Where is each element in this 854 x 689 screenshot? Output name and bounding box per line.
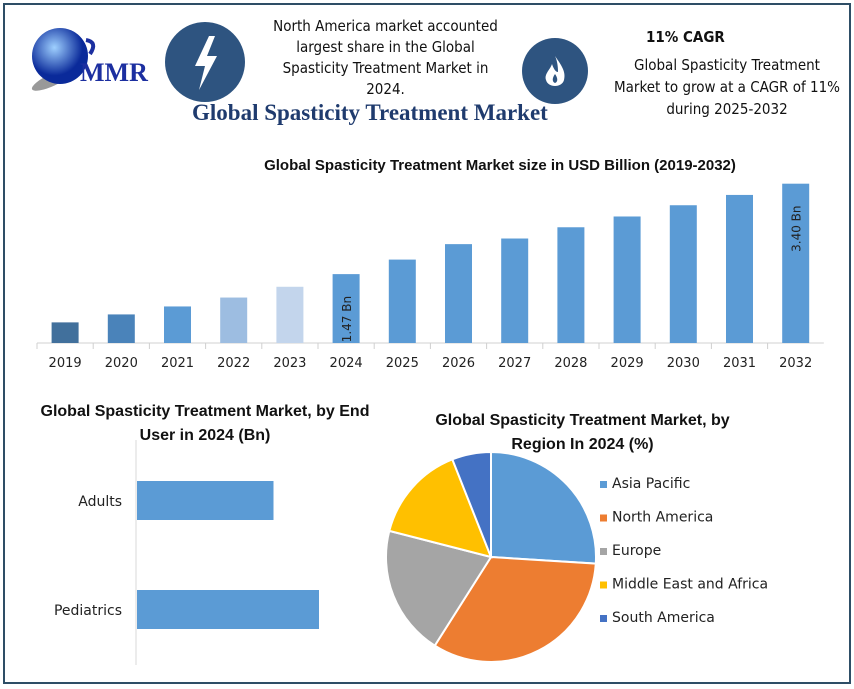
market-size-chart-title: Global Spasticity Treatment Market size … [264, 157, 736, 174]
page-title: Global Spasticity Treatment Market [192, 100, 548, 125]
x-tick-label: 2021 [161, 356, 194, 371]
lightning-icon [165, 22, 245, 102]
data-label: 3.40 Bn [790, 205, 804, 251]
legend-label: South America [612, 610, 715, 626]
bar-2022 [220, 297, 248, 343]
bar-adults [137, 481, 274, 520]
bar-2019 [51, 322, 79, 343]
mmr-logo: MMR [28, 24, 158, 94]
market-size-bar-chart: 2019 2020 2021 2022 2023 2024 1.47 Bn 2025 2026 2… [36, 183, 824, 371]
legend-label: Europe [612, 543, 661, 559]
cagr-note: Global Spasticity Treatment Market to gr… [614, 56, 840, 118]
legend-swatch [600, 548, 607, 555]
bar-2031 [726, 194, 753, 343]
legend-swatch [600, 615, 607, 622]
bar-2020 [107, 314, 135, 343]
logo-text: MMR [80, 58, 148, 87]
slice-europe [385, 529, 493, 648]
bar-pediatrics [137, 590, 319, 629]
legend-swatch [600, 481, 607, 488]
bar-2024 [332, 274, 360, 343]
slice-south-america [451, 450, 492, 558]
legend-swatch [600, 581, 607, 589]
category-label: Pediatrics [54, 603, 122, 619]
legend-swatch [600, 514, 607, 522]
x-tick-label: 2024 [330, 356, 363, 371]
region-pie-chart: Asia Pacific North America Europe Middle Ea… [385, 450, 768, 663]
slice-middle-east-and-africa [388, 458, 493, 559]
x-tick-label: 2029 [611, 356, 644, 371]
legend-label: Middle East and Africa [612, 577, 768, 593]
x-tick-label: 2025 [386, 356, 419, 371]
bar-2028 [557, 227, 585, 343]
x-tick-label: 2030 [667, 356, 700, 371]
x-tick-label: 2026 [442, 356, 475, 371]
x-tick-label: 2031 [723, 356, 756, 371]
flame-icon [522, 38, 588, 104]
region-chart-title: Global Spasticity Treatment Market, by R… [435, 412, 730, 453]
bar-2025 [388, 259, 416, 343]
slice-asia-pacific [490, 450, 597, 565]
x-tick-label: 2023 [273, 356, 306, 371]
x-tick-label: 2019 [49, 356, 82, 371]
bar-2027 [501, 238, 529, 343]
bar-2029 [613, 216, 641, 343]
x-tick-label: 2022 [217, 356, 250, 371]
bar-2021 [164, 306, 191, 343]
end-user-chart-title: Global Spasticity Treatment Market, by E… [40, 403, 370, 444]
x-tick-label: 2028 [554, 356, 587, 371]
legend-label: North America [612, 510, 713, 526]
x-tick-label: 2027 [498, 356, 531, 371]
x-tick-label: 2032 [779, 356, 812, 371]
legend-label: Asia Pacific [612, 476, 690, 492]
cagr-title: 11% CAGR [646, 28, 725, 46]
bar-2026 [445, 244, 472, 343]
x-tick-label: 2020 [105, 356, 138, 371]
north-america-note: North America market accounted largest s… [273, 17, 498, 98]
end-user-bar-chart: Adults Pediatrics [54, 440, 319, 665]
bar-2023 [276, 286, 304, 343]
data-label: 1.47 Bn [340, 296, 354, 342]
infographic-frame [3, 3, 851, 684]
category-label: Adults [78, 494, 122, 510]
bar-2032 [782, 183, 810, 343]
bar-2030 [669, 205, 697, 343]
